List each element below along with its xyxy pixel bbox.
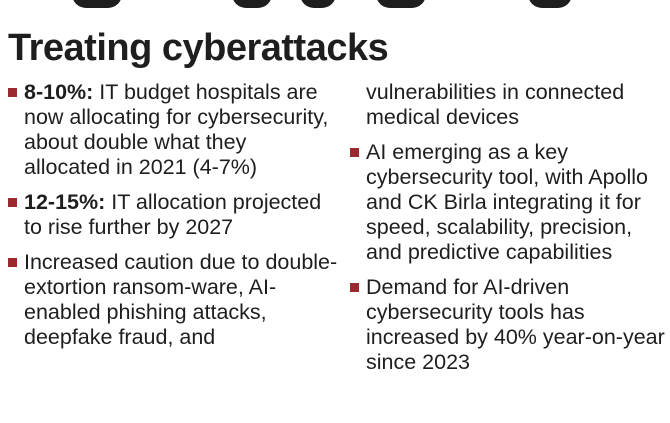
bullet-highlight: 12-15%:: [24, 190, 106, 214]
bullet-text: Demand for AI-driven cybersecurity tools…: [366, 275, 665, 374]
square-bullet-icon: [350, 148, 359, 157]
bullet-ai-demand: Demand for AI-driven cybersecurity tools…: [350, 275, 665, 375]
square-bullet-icon: [8, 198, 17, 207]
bullet-highlight: 8-10%:: [24, 80, 94, 104]
bullet-ai-tool: AI emerging as a key cybersecurity tool,…: [350, 140, 665, 265]
bullet-continuation: vulnerabilities in connected medical dev…: [366, 80, 625, 129]
bullet-increased-caution: Increased caution due to double-extortio…: [8, 250, 338, 350]
left-column: 8-10%: IT budget hospitals are now alloc…: [8, 80, 338, 360]
bullet-projected-allocation: 12-15%: IT allocation projected to rise …: [8, 190, 338, 240]
square-bullet-icon: [8, 258, 17, 267]
bullet-text: AI emerging as a key cybersecurity tool,…: [366, 140, 649, 264]
square-bullet-icon: [350, 283, 359, 292]
page-title: Treating cyberattacks: [8, 27, 389, 69]
bullet-text: IT allocation projected to rise further …: [24, 190, 322, 239]
bullet-text: Increased caution due to double-extortio…: [24, 250, 338, 349]
square-bullet-icon: [8, 88, 17, 97]
bullet-budget-share: 8-10%: IT budget hospitals are now alloc…: [8, 80, 338, 180]
bullet-text: IT budget hospitals are now allocating f…: [24, 80, 329, 179]
headline-remnant: [0, 0, 670, 8]
right-column: vulnerabilities in connected medical dev…: [350, 80, 665, 385]
